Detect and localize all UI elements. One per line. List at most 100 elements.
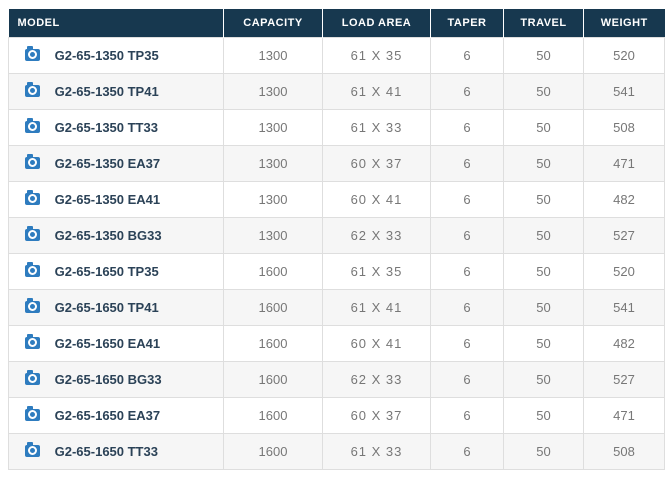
- capacity-cell: 1600: [223, 396, 323, 434]
- weight-cell: 520: [583, 252, 665, 290]
- capacity-cell: 1600: [223, 360, 323, 398]
- weight-cell: 527: [583, 216, 665, 254]
- travel-cell: 50: [503, 108, 584, 146]
- camera-icon[interactable]: [25, 45, 40, 61]
- model-link[interactable]: G2-65-1350 EA37: [54, 156, 161, 172]
- model-link[interactable]: G2-65-1650 TT33: [54, 444, 158, 460]
- model-link[interactable]: G2-65-1650 BG33: [54, 372, 162, 388]
- model-link[interactable]: G2-65-1650 TP35: [54, 264, 159, 280]
- model-link[interactable]: G2-65-1350 TP41: [54, 84, 159, 100]
- load-area-cell: 62 X 33: [322, 360, 431, 398]
- taper-cell: 6: [430, 36, 504, 74]
- load-area-cell: 61 X 35: [322, 252, 431, 290]
- column-header-capacity: CAPACITY: [223, 9, 323, 37]
- camera-icon[interactable]: [25, 261, 40, 277]
- weight-cell: 541: [583, 72, 665, 110]
- travel-cell: 50: [503, 288, 584, 326]
- table-row: G2-65-1350 BG33 1300 62 X 33 6 50 527: [8, 216, 665, 254]
- model-link[interactable]: G2-65-1650 TP41: [54, 300, 159, 316]
- load-area-cell: 60 X 41: [322, 324, 431, 362]
- model-cell: G2-65-1650 BG33: [8, 360, 224, 398]
- capacity-cell: 1300: [223, 36, 323, 74]
- model-cell: G2-65-1350 EA41: [8, 180, 224, 218]
- camera-icon[interactable]: [25, 189, 40, 205]
- travel-cell: 50: [503, 360, 584, 398]
- model-cell: G2-65-1350 EA37: [8, 144, 224, 182]
- load-area-cell: 61 X 33: [322, 432, 431, 470]
- capacity-cell: 1600: [223, 252, 323, 290]
- model-cell: G2-65-1650 TT33: [8, 432, 224, 470]
- table-row: G2-65-1350 EA37 1300 60 X 37 6 50 471: [8, 144, 665, 182]
- camera-icon[interactable]: [25, 441, 40, 457]
- camera-icon[interactable]: [25, 225, 40, 241]
- model-link[interactable]: G2-65-1350 BG33: [54, 228, 162, 244]
- column-header-taper: TAPER: [430, 9, 504, 37]
- table-row: G2-65-1650 EA41 1600 60 X 41 6 50 482: [8, 324, 665, 362]
- load-area-cell: 61 X 41: [322, 288, 431, 326]
- table-row: G2-65-1650 EA37 1600 60 X 37 6 50 471: [8, 396, 665, 434]
- model-link[interactable]: G2-65-1350 TP35: [54, 48, 159, 64]
- camera-icon[interactable]: [25, 153, 40, 169]
- table-row: G2-65-1350 TP35 1300 61 X 35 6 50 520: [8, 36, 665, 74]
- capacity-cell: 1300: [223, 72, 323, 110]
- travel-cell: 50: [503, 252, 584, 290]
- page: MODEL CAPACITY LOAD AREA TAPER TRAVEL WE…: [8, 9, 665, 470]
- model-link[interactable]: G2-65-1350 TT33: [54, 120, 158, 136]
- camera-icon[interactable]: [25, 81, 40, 97]
- load-area-cell: 60 X 41: [322, 180, 431, 218]
- column-header-model: MODEL: [8, 9, 224, 37]
- travel-cell: 50: [503, 36, 584, 74]
- capacity-cell: 1300: [223, 108, 323, 146]
- capacity-cell: 1600: [223, 432, 323, 470]
- taper-cell: 6: [430, 252, 504, 290]
- weight-cell: 541: [583, 288, 665, 326]
- weight-cell: 471: [583, 144, 665, 182]
- model-link[interactable]: G2-65-1650 EA41: [54, 336, 161, 352]
- camera-icon[interactable]: [25, 369, 40, 385]
- model-link[interactable]: G2-65-1350 EA41: [54, 192, 161, 208]
- capacity-cell: 1300: [223, 144, 323, 182]
- taper-cell: 6: [430, 288, 504, 326]
- model-cell: G2-65-1350 TP41: [8, 72, 224, 110]
- camera-icon[interactable]: [25, 333, 40, 349]
- model-cell: G2-65-1650 TP41: [8, 288, 224, 326]
- travel-cell: 50: [503, 72, 584, 110]
- weight-cell: 471: [583, 396, 665, 434]
- taper-cell: 6: [430, 324, 504, 362]
- taper-cell: 6: [430, 72, 504, 110]
- camera-icon[interactable]: [25, 117, 40, 133]
- table-row: G2-65-1350 EA41 1300 60 X 41 6 50 482: [8, 180, 665, 218]
- camera-icon[interactable]: [25, 405, 40, 421]
- table-row: G2-65-1650 BG33 1600 62 X 33 6 50 527: [8, 360, 665, 398]
- weight-cell: 508: [583, 108, 665, 146]
- table-row: G2-65-1650 TP35 1600 61 X 35 6 50 520: [8, 252, 665, 290]
- load-area-cell: 62 X 33: [322, 216, 431, 254]
- column-header-weight: WEIGHT: [583, 9, 665, 37]
- weight-cell: 527: [583, 360, 665, 398]
- load-area-cell: 60 X 37: [322, 396, 431, 434]
- model-cell: G2-65-1350 TP35: [8, 36, 224, 74]
- table-header-row: MODEL CAPACITY LOAD AREA TAPER TRAVEL WE…: [8, 9, 665, 37]
- weight-cell: 482: [583, 180, 665, 218]
- weight-cell: 508: [583, 432, 665, 470]
- capacity-cell: 1600: [223, 324, 323, 362]
- table-row: G2-65-1650 TT33 1600 61 X 33 6 50 508: [8, 432, 665, 470]
- load-area-cell: 61 X 41: [322, 72, 431, 110]
- weight-cell: 482: [583, 324, 665, 362]
- travel-cell: 50: [503, 432, 584, 470]
- model-cell: G2-65-1650 EA41: [8, 324, 224, 362]
- load-area-cell: 61 X 33: [322, 108, 431, 146]
- model-cell: G2-65-1350 TT33: [8, 108, 224, 146]
- product-spec-table: MODEL CAPACITY LOAD AREA TAPER TRAVEL WE…: [8, 9, 665, 470]
- load-area-cell: 61 X 35: [322, 36, 431, 74]
- travel-cell: 50: [503, 396, 584, 434]
- model-cell: G2-65-1650 EA37: [8, 396, 224, 434]
- taper-cell: 6: [430, 396, 504, 434]
- model-link[interactable]: G2-65-1650 EA37: [54, 408, 161, 424]
- table-row: G2-65-1350 TT33 1300 61 X 33 6 50 508: [8, 108, 665, 146]
- taper-cell: 6: [430, 108, 504, 146]
- travel-cell: 50: [503, 216, 584, 254]
- load-area-cell: 60 X 37: [322, 144, 431, 182]
- travel-cell: 50: [503, 324, 584, 362]
- camera-icon[interactable]: [25, 297, 40, 313]
